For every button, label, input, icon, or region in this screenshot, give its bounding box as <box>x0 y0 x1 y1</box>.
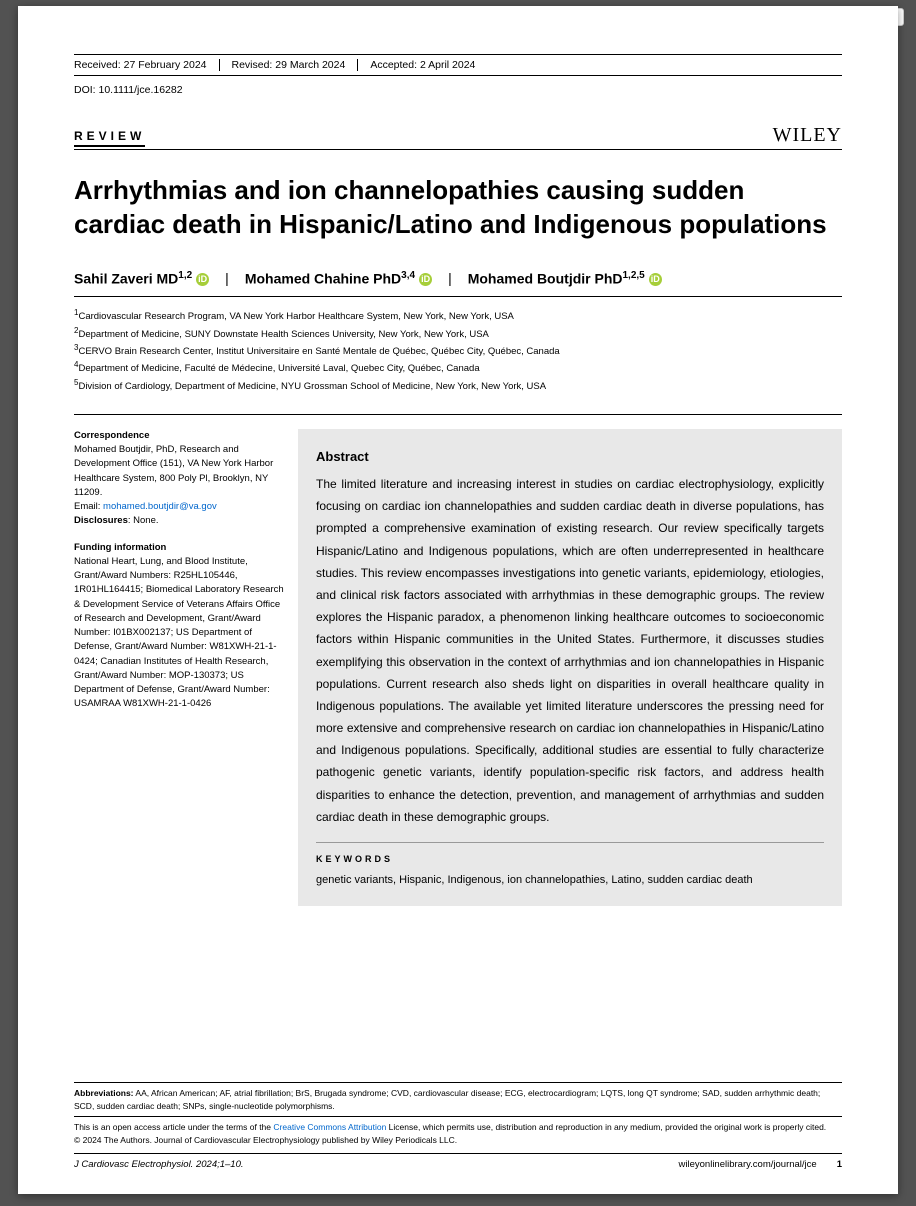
date-bar: Received: 27 February 2024 Revised: 29 M… <box>74 54 842 76</box>
header-row: REVIEW WILEY <box>74 124 842 150</box>
author-1: Sahil Zaveri MD1,2iD <box>74 270 209 287</box>
page-number: 1 <box>837 1158 842 1172</box>
disclosures-body: : None. <box>128 515 159 526</box>
email-link[interactable]: mohamed.boutjdir@va.gov <box>103 501 217 512</box>
footer: Abbreviations: AA, African American; AF,… <box>74 1078 842 1172</box>
affiliation-2: 2Department of Medicine, SUNY Downstate … <box>74 325 842 342</box>
disclosures-head: Disclosures <box>74 515 128 526</box>
affiliation-5: 5Division of Cardiology, Department of M… <box>74 377 842 394</box>
copyright: © 2024 The Authors. Journal of Cardiovas… <box>74 1134 842 1147</box>
page-content: Received: 27 February 2024 Revised: 29 M… <box>18 6 898 934</box>
article-type: REVIEW <box>74 129 145 147</box>
received-date: Received: 27 February 2024 <box>74 59 220 71</box>
keywords-heading: KEYWORDS <box>316 842 824 868</box>
author-2: Mohamed Chahine PhD3,4iD <box>245 270 432 287</box>
abstract-box: Abstract The limited literature and incr… <box>298 429 842 906</box>
orcid-icon[interactable]: iD <box>196 273 209 286</box>
orcid-icon[interactable]: iD <box>419 273 432 286</box>
license: This is an open access article under the… <box>74 1116 842 1147</box>
citation: J Cardiovasc Electrophysiol. 2024;1–10. <box>74 1158 244 1172</box>
doi: DOI: 10.1111/jce.16282 <box>74 84 842 96</box>
journal-link[interactable]: wileyonlinelibrary.com/journal/jce <box>679 1158 817 1172</box>
sidebar: Correspondence Mohamed Boutjdir, PhD, Re… <box>74 429 284 906</box>
cc-link[interactable]: Creative Commons Attribution <box>273 1122 386 1132</box>
correspondence-head: Correspondence <box>74 429 284 443</box>
author-3: Mohamed Boutjdir PhD1,2,5iD <box>468 270 662 287</box>
main-two-column: Correspondence Mohamed Boutjdir, PhD, Re… <box>74 414 842 906</box>
divider <box>74 296 842 297</box>
funding-body: National Heart, Lung, and Blood Institut… <box>74 555 284 712</box>
revised-date: Revised: 29 March 2024 <box>220 59 359 71</box>
abbreviations: Abbreviations: AA, African American; AF,… <box>74 1082 842 1113</box>
authors-list: Sahil Zaveri MD1,2iD | Mohamed Chahine P… <box>74 270 842 287</box>
footer-bar: J Cardiovasc Electrophysiol. 2024;1–10. … <box>74 1153 842 1172</box>
accepted-date: Accepted: 2 April 2024 <box>358 59 487 71</box>
funding-head: Funding information <box>74 541 284 555</box>
affiliation-3: 3CERVO Brain Research Center, Institut U… <box>74 342 842 359</box>
abstract-heading: Abstract <box>316 445 824 469</box>
orcid-icon[interactable]: iD <box>649 273 662 286</box>
affiliation-1: 1Cardiovascular Research Program, VA New… <box>74 307 842 324</box>
affiliation-4: 4Department of Medicine, Faculté de Méde… <box>74 359 842 376</box>
abstract-body: The limited literature and increasing in… <box>316 473 824 828</box>
keywords-body: genetic variants, Hispanic, Indigenous, … <box>316 870 824 890</box>
correspondence-body: Mohamed Boutjdir, PhD, Research and Deve… <box>74 443 284 500</box>
correspondence-email: Email: mohamed.boutjdir@va.gov <box>74 500 284 514</box>
publisher-logo: WILEY <box>773 124 842 147</box>
paper-page: Received: 27 February 2024 Revised: 29 M… <box>18 6 898 1194</box>
affiliations: 1Cardiovascular Research Program, VA New… <box>74 307 842 394</box>
article-title: Arrhythmias and ion channelopathies caus… <box>74 174 842 242</box>
